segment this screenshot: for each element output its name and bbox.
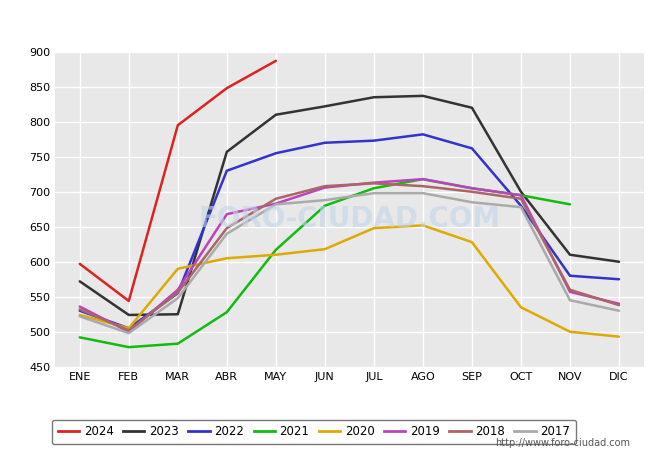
Text: http://www.foro-ciudad.com: http://www.foro-ciudad.com [495,438,630,448]
Text: FORO-CIUDAD.COM: FORO-CIUDAD.COM [198,205,500,233]
Legend: 2024, 2023, 2022, 2021, 2020, 2019, 2018, 2017: 2024, 2023, 2022, 2021, 2020, 2019, 2018… [52,419,577,444]
Text: Afiliados en Valldemossa a 31/5/2024: Afiliados en Valldemossa a 31/5/2024 [156,14,494,33]
